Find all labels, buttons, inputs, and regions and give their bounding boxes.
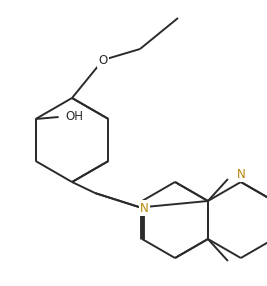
Text: N: N bbox=[140, 202, 149, 214]
Text: O: O bbox=[98, 53, 108, 67]
Text: N: N bbox=[237, 168, 245, 181]
Text: OH: OH bbox=[66, 110, 84, 124]
